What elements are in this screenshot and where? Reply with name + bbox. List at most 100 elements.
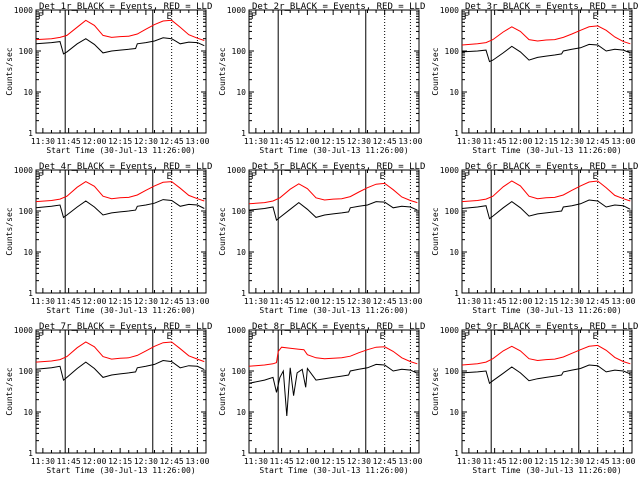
x-tick-label: 13:00	[398, 297, 422, 306]
y-axis-label: Counts/sec	[5, 207, 14, 255]
y-axis-label: Counts/sec	[5, 47, 14, 95]
y-tick-label: 1	[241, 129, 246, 138]
marker-label: E	[380, 172, 385, 182]
detector-panel: Det 2r_BLACK = Events, RED = LLD 1 10 100 10…	[218, 2, 425, 155]
y-tick-label: 10	[449, 408, 459, 417]
marker-label: E	[167, 172, 172, 182]
y-axis-label: Counts/sec	[218, 47, 227, 95]
x-tick-label: 12:15	[321, 297, 345, 306]
series-line-lld	[461, 180, 631, 203]
x-tick-label: 11:45	[270, 137, 294, 146]
x-tick-label: 12:30	[560, 457, 584, 466]
series-line-events	[248, 201, 418, 221]
x-tick-label: 12:30	[347, 457, 371, 466]
y-axis-label: Counts/sec	[431, 367, 440, 415]
series-line-lld	[248, 346, 418, 367]
panel-title: Det 2r_BLACK = Events, RED = LLD	[252, 2, 425, 12]
detector-panel: Det 1r_BLACK = Events, RED = LLD 1 10 100 10…	[5, 2, 212, 155]
y-tick-label: 10	[23, 248, 33, 257]
x-tick-label: 11:45	[483, 137, 507, 146]
x-tick-label: 12:45	[586, 457, 610, 466]
y-tick-label: 100	[445, 367, 460, 376]
x-tick-label: 13:00	[185, 297, 209, 306]
marker-label: F	[38, 172, 43, 182]
x-tick-label: 13:00	[398, 457, 422, 466]
y-tick-label: 1000	[227, 326, 246, 335]
x-tick-label: 12:30	[134, 297, 158, 306]
x-tick-label: 12:00	[295, 297, 319, 306]
x-tick-label: 12:45	[373, 457, 397, 466]
series-line-events	[248, 363, 418, 417]
y-tick-label: 1	[454, 449, 459, 458]
y-axis-label: Counts/sec	[431, 207, 440, 255]
y-tick-label: 100	[445, 207, 460, 216]
x-tick-label: 11:45	[483, 457, 507, 466]
y-tick-label: 1000	[440, 326, 459, 335]
plot-frame	[35, 169, 207, 294]
plot-frame	[248, 169, 420, 294]
x-tick-label: 11:30	[244, 297, 268, 306]
detector-panel: Det 6r_BLACK = Events, RED = LLD 1 10 100 10…	[431, 162, 638, 315]
detector-panel: Det 5r_BLACK = Events, RED = LLD 1 10 100 10…	[218, 162, 425, 315]
y-tick-label: 10	[449, 248, 459, 257]
series-line-lld	[461, 344, 631, 366]
x-tick-label: 11:30	[244, 137, 268, 146]
x-tick-label: 12:30	[560, 297, 584, 306]
marker-label: F	[251, 172, 256, 182]
marker-label: E	[167, 12, 172, 22]
x-tick-label: 12:45	[160, 457, 184, 466]
x-axis-label: Start Time (30-Jul-13 11:26:00)	[259, 306, 408, 315]
x-axis-label: Start Time (30-Jul-13 11:26:00)	[259, 466, 408, 475]
x-axis-label: Start Time (30-Jul-13 11:26:00)	[472, 306, 621, 315]
x-axis-label: Start Time (30-Jul-13 11:26:00)	[259, 146, 408, 155]
y-tick-label: 1000	[14, 166, 33, 175]
x-tick-label: 11:30	[31, 137, 55, 146]
marker-label: E	[593, 172, 598, 182]
detector-panel: Det 4r_BLACK = Events, RED = LLD 1 10 100 10…	[5, 162, 212, 315]
detector-panel: Det 8r_BLACK = Events, RED = LLD 1 10 100 10…	[218, 322, 425, 475]
series-line-events	[461, 43, 631, 63]
y-tick-label: 1	[28, 129, 33, 138]
y-tick-label: 100	[232, 207, 247, 216]
x-tick-label: 12:15	[321, 457, 345, 466]
x-tick-label: 13:00	[611, 297, 635, 306]
x-tick-label: 12:30	[134, 457, 158, 466]
y-tick-label: 1	[454, 129, 459, 138]
marker-label: E	[593, 332, 598, 342]
series-line-lld	[35, 341, 205, 363]
series-line-events	[35, 37, 205, 55]
x-tick-label: 12:45	[160, 137, 184, 146]
y-tick-label: 1	[28, 449, 33, 458]
marker-label: F	[251, 332, 256, 342]
y-tick-label: 1	[28, 289, 33, 298]
x-tick-label: 12:00	[508, 137, 532, 146]
x-tick-label: 12:00	[82, 137, 106, 146]
series-line-events	[35, 199, 205, 219]
series-line-events	[35, 359, 205, 381]
marker-label: F	[251, 12, 256, 22]
x-axis-label: Start Time (30-Jul-13 11:26:00)	[46, 146, 195, 155]
x-tick-label: 12:45	[586, 137, 610, 146]
x-tick-label: 11:45	[270, 297, 294, 306]
series-line-lld	[461, 25, 631, 46]
x-tick-label: 11:30	[457, 137, 481, 146]
panel-title: Det 9r_BLACK = Events, RED = LLD	[465, 322, 638, 332]
marker-label: F	[464, 332, 469, 342]
marker-label: F	[38, 12, 43, 22]
x-tick-label: 11:30	[31, 457, 55, 466]
y-tick-label: 1000	[440, 166, 459, 175]
marker-label: F	[38, 332, 43, 342]
x-tick-label: 11:30	[31, 297, 55, 306]
panel-title: Det 7r_BLACK = Events, RED = LLD	[39, 322, 212, 332]
x-tick-label: 12:15	[534, 457, 558, 466]
y-tick-label: 10	[23, 88, 33, 97]
series-line-lld	[35, 19, 205, 41]
x-tick-label: 12:30	[347, 137, 371, 146]
panel-title: Det 4r_BLACK = Events, RED = LLD	[39, 162, 212, 172]
x-tick-label: 12:45	[373, 137, 397, 146]
x-axis-label: Start Time (30-Jul-13 11:26:00)	[472, 146, 621, 155]
marker-label: E	[593, 12, 598, 22]
x-tick-label: 12:00	[82, 457, 106, 466]
x-tick-label: 11:45	[57, 457, 81, 466]
